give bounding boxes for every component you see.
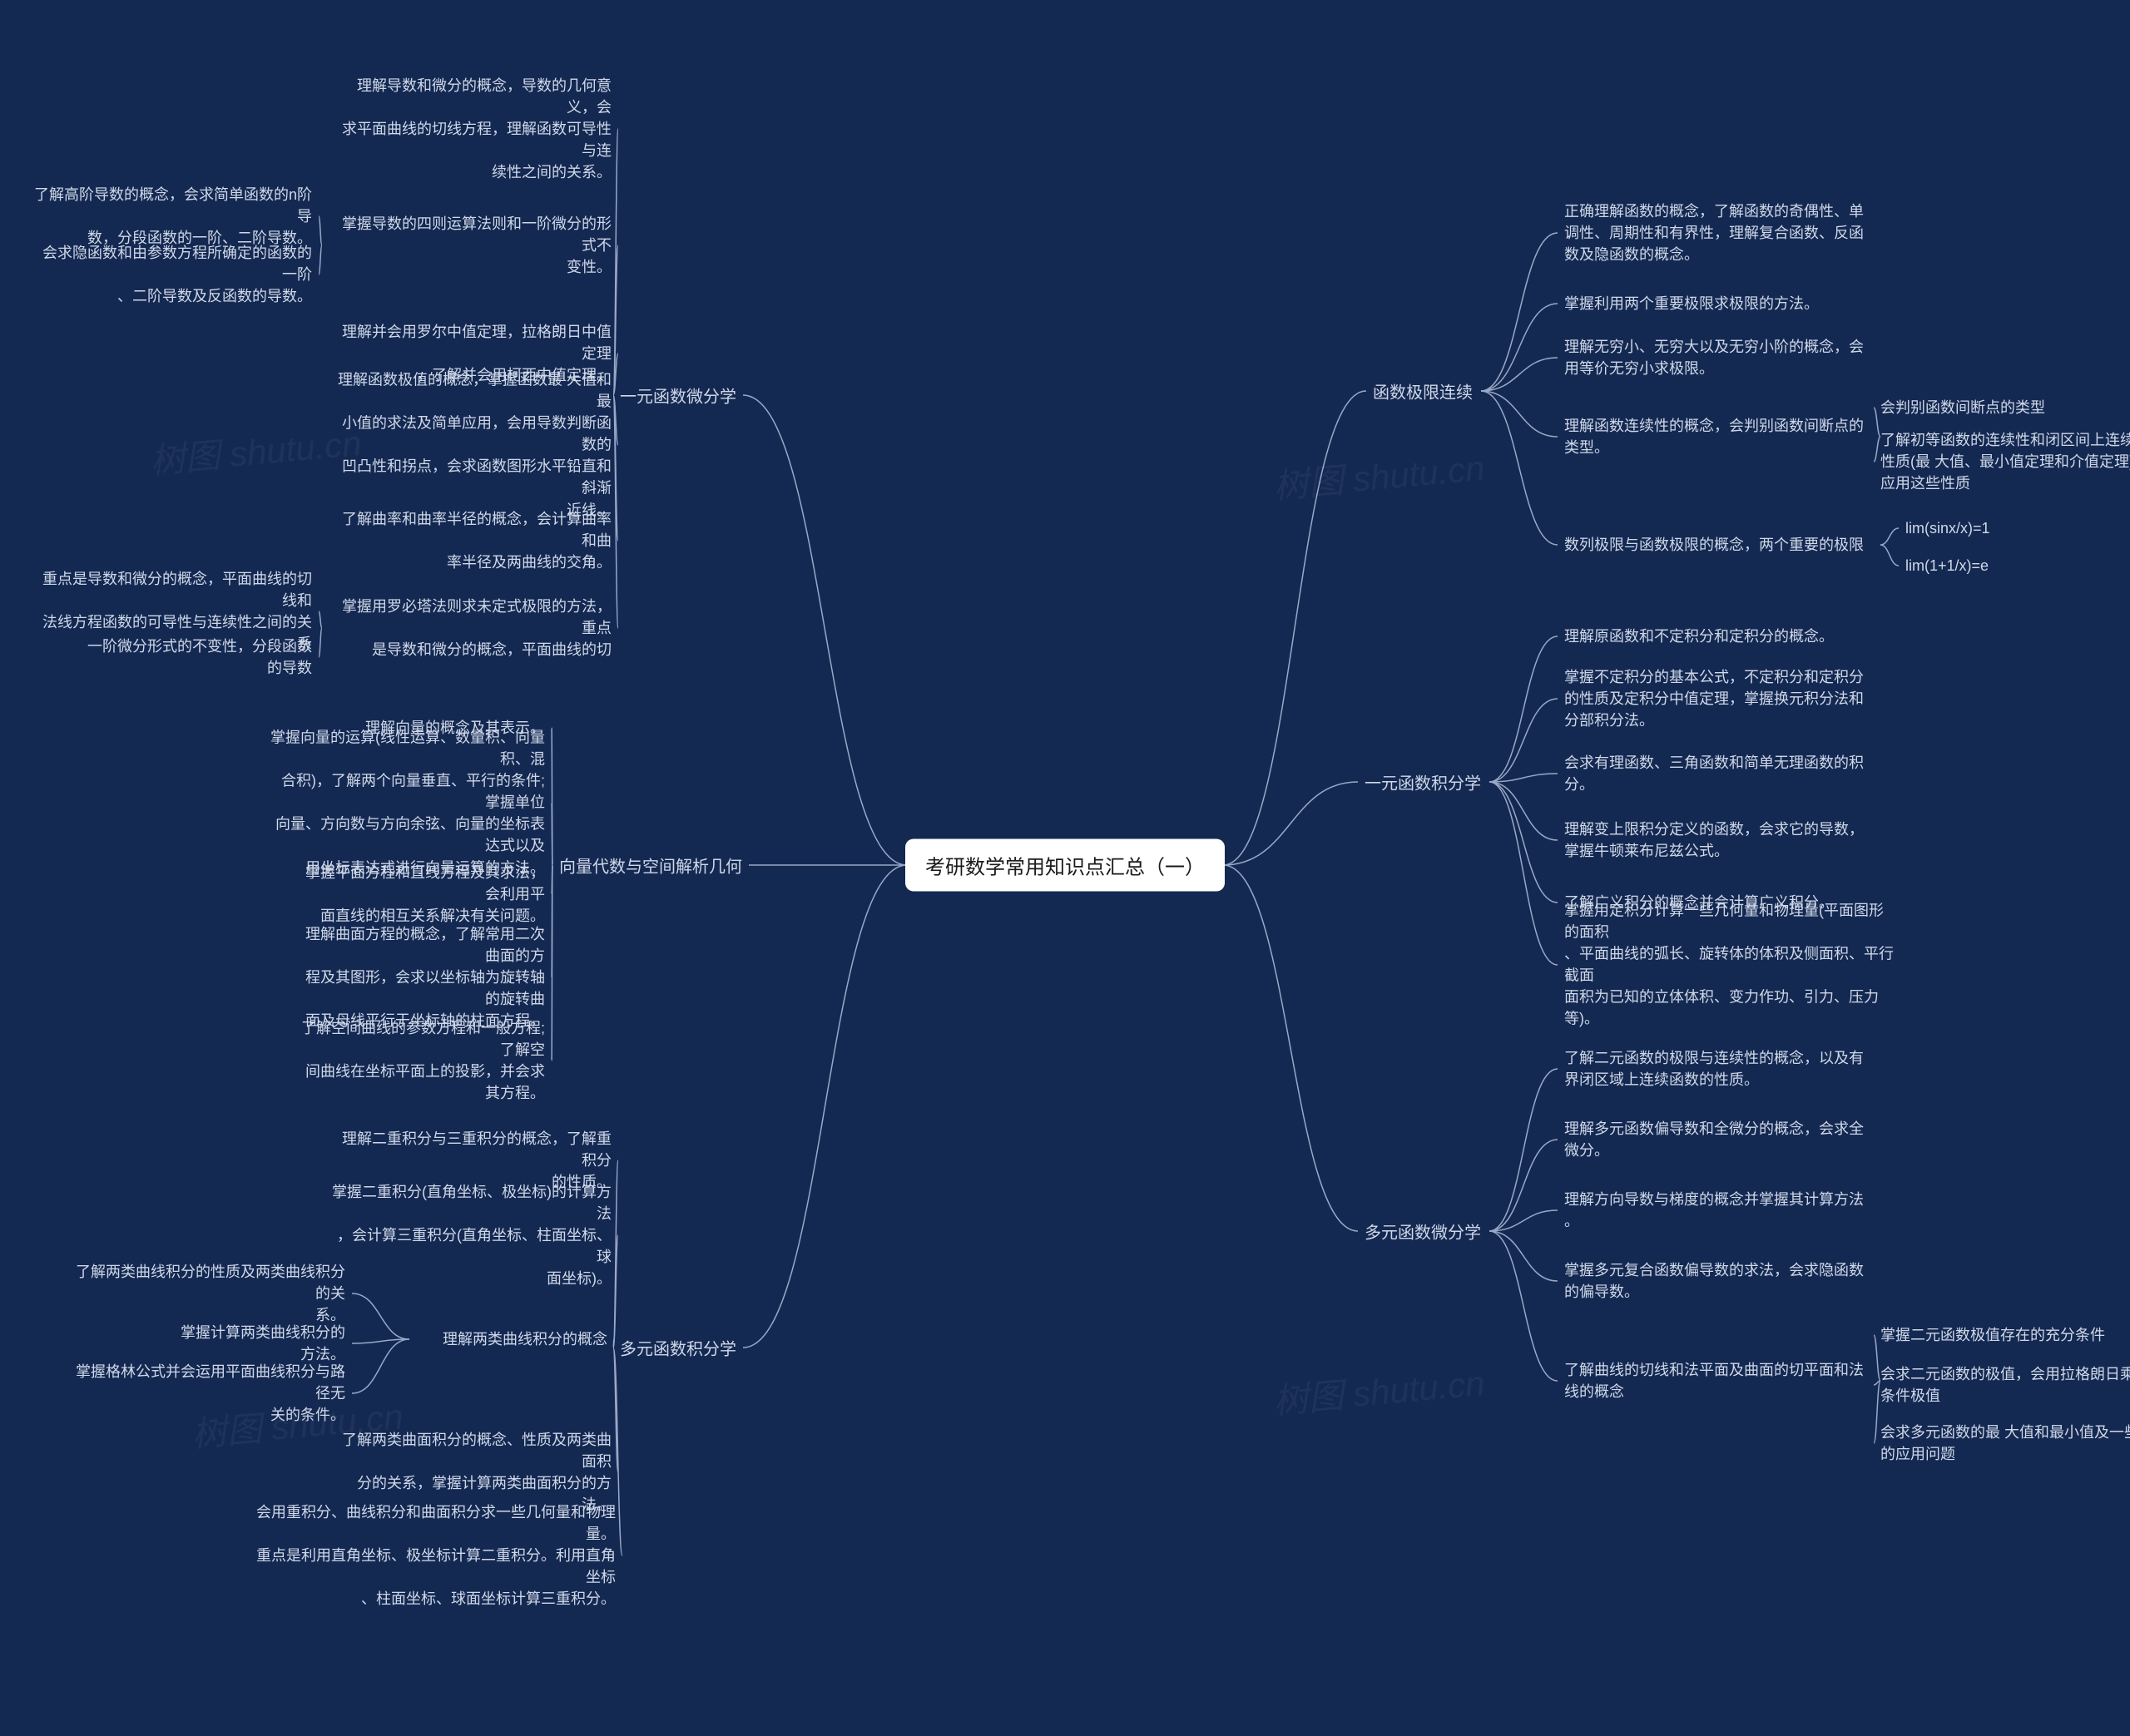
branch-label: 一元函数微分学	[620, 383, 736, 408]
mindmap-node: 掌握导数的四则运算法则和一阶微分的形式不 变性。	[329, 213, 612, 278]
mindmap-node: 了解初等函数的连续性和闭区间上连续函数的 性质(最 大值、最小值定理和介值定理)…	[1880, 429, 2130, 494]
mindmap-node: 掌握二元函数极值存在的充分条件	[1880, 1324, 2130, 1346]
mindmap-node: 理解无穷小、无穷大以及无穷小阶的概念，会 用等价无穷小求极限。	[1564, 336, 1897, 379]
mindmap-node: 会求二元函数的极值，会用拉格朗日乘数法求 条件极值	[1880, 1363, 2130, 1407]
mindmap-node: 会求有理函数、三角函数和简单无理函数的积 分。	[1564, 752, 1897, 795]
branch-label: 多元函数积分学	[620, 1336, 736, 1360]
mindmap-node: 会求多元函数的最 大值和最小值及一些简单 的应用问题	[1880, 1422, 2130, 1465]
mindmap-node: 理解原函数和不定积分和定积分的概念。	[1564, 626, 1897, 647]
mindmap-node: 了解曲率和曲率半径的概念，会计算曲率和曲 率半径及两曲线的交角。	[329, 508, 612, 573]
mindmap-node: 掌握向量的运算(线性运算、数量积、向量积、混 合积)，了解两个向量垂直、平行的条…	[270, 727, 545, 879]
mindmap-node: 掌握格林公式并会运用平面曲线积分与路径无 关的条件。	[62, 1361, 345, 1426]
mindmap-node: lim(sinx/x)=1	[1905, 517, 2130, 539]
mindmap-node: 会求隐函数和由参数方程所确定的函数的一阶 、二阶导数及反函数的导数。	[29, 242, 312, 307]
mindmap-node: 了解二元函数的极限与连续性的概念，以及有 界闭区域上连续函数的性质。	[1564, 1047, 1897, 1091]
mindmap-node: 理解方向导数与梯度的概念并掌握其计算方法 。	[1564, 1189, 1897, 1232]
branch-label: 向量代数与空间解析几何	[559, 853, 742, 878]
mindmap-node: 理解导数和微分的概念，导数的几何意义，会 求平面曲线的切线方程，理解函数可导性与…	[329, 75, 612, 183]
mindmap-node: 理解函数极值的概念，掌握函数最 大值和最 小值的求法及简单应用，会用导数判断函数…	[329, 369, 612, 522]
mindmap-node: lim(1+1/x)=e	[1905, 555, 2130, 576]
mindmap-node: 了解曲线的切线和法平面及曲面的切平面和法 线的概念	[1564, 1359, 1897, 1402]
mindmap-node: 理解函数连续性的概念，会判别函数间断点的 类型。	[1564, 415, 1897, 458]
mindmap-node: 一阶微分形式的不变性，分段函数的导数	[79, 636, 312, 679]
mindmap-node: 掌握平面方程和直线方程及其求法，会利用平 面直线的相互关系解决有关问题。	[295, 862, 545, 927]
mindmap-node: 会判别函数间断点的类型	[1880, 397, 2130, 418]
watermark: 树图 shutu.cn	[1271, 440, 1487, 509]
mindmap-node: 会用重积分、曲线积分和曲面积分求一些几何量和物理量。 重点是利用直角坐标、极坐标…	[250, 1501, 616, 1610]
branch-label: 多元函数微分学	[1365, 1219, 1481, 1244]
mindmap-node: 数列极限与函数极限的概念，两个重要的极限	[1564, 534, 1897, 556]
mindmap-node: 掌握多元复合函数偏导数的求法，会求隐函数 的偏导数。	[1564, 1259, 1897, 1303]
branch-label: 一元函数积分学	[1365, 770, 1481, 794]
mindmap-node: 理解曲面方程的概念，了解常用二次曲面的方 程及其图形，会求以坐标轴为旋转轴的旋转…	[295, 923, 545, 1031]
mindmap-node: 掌握用定积分计算一些几何量和物理量(平面图形的面积 、平面曲线的弧长、旋转体的体…	[1564, 900, 1897, 1031]
mindmap-node: 了解高阶导数的概念，会求简单函数的n阶导 数，分段函数的一阶、二阶导数。	[29, 184, 312, 249]
mindmap-node: 掌握二重积分(直角坐标、极坐标)的计算方法 ，会计算三重积分(直角坐标、柱面坐标…	[329, 1181, 612, 1289]
mindmap-node: 理解多元函数偏导数和全微分的概念，会求全 微分。	[1564, 1118, 1897, 1161]
watermark: 树图 shutu.cn	[1271, 1355, 1487, 1424]
mindmap-node: 理解两类曲线积分的概念	[416, 1328, 607, 1350]
mindmap-node: 了解两类曲线积分的性质及两类曲线积分的关 系。	[62, 1261, 345, 1326]
branch-label: 函数极限连续	[1373, 379, 1473, 403]
mindmap-node: 掌握用罗必塔法则求未定式极限的方法，重点 是导数和微分的概念，平面曲线的切	[329, 596, 612, 660]
mindmap-node: 理解变上限积分定义的函数，会求它的导数， 掌握牛顿莱布尼兹公式。	[1564, 819, 1897, 862]
mindmap-node: 掌握利用两个重要极限求极限的方法。	[1564, 293, 1897, 314]
mindmap-node: 掌握不定积分的基本公式，不定积分和定积分 的性质及定积分中值定理，掌握换元积分法…	[1564, 666, 1897, 731]
center-node: 考研数学常用知识点汇总（一）	[905, 839, 1225, 892]
mindmap-node: 了解空间曲线的参数方程和一般方程;了解空 间曲线在坐标平面上的投影，并会求其方程…	[295, 1017, 545, 1104]
mindmap-node: 正确理解函数的概念，了解函数的奇偶性、单 调性、周期性和有界性，理解复合函数、反…	[1564, 200, 1897, 265]
mindmap-node: 掌握计算两类曲线积分的方法。	[171, 1322, 345, 1365]
